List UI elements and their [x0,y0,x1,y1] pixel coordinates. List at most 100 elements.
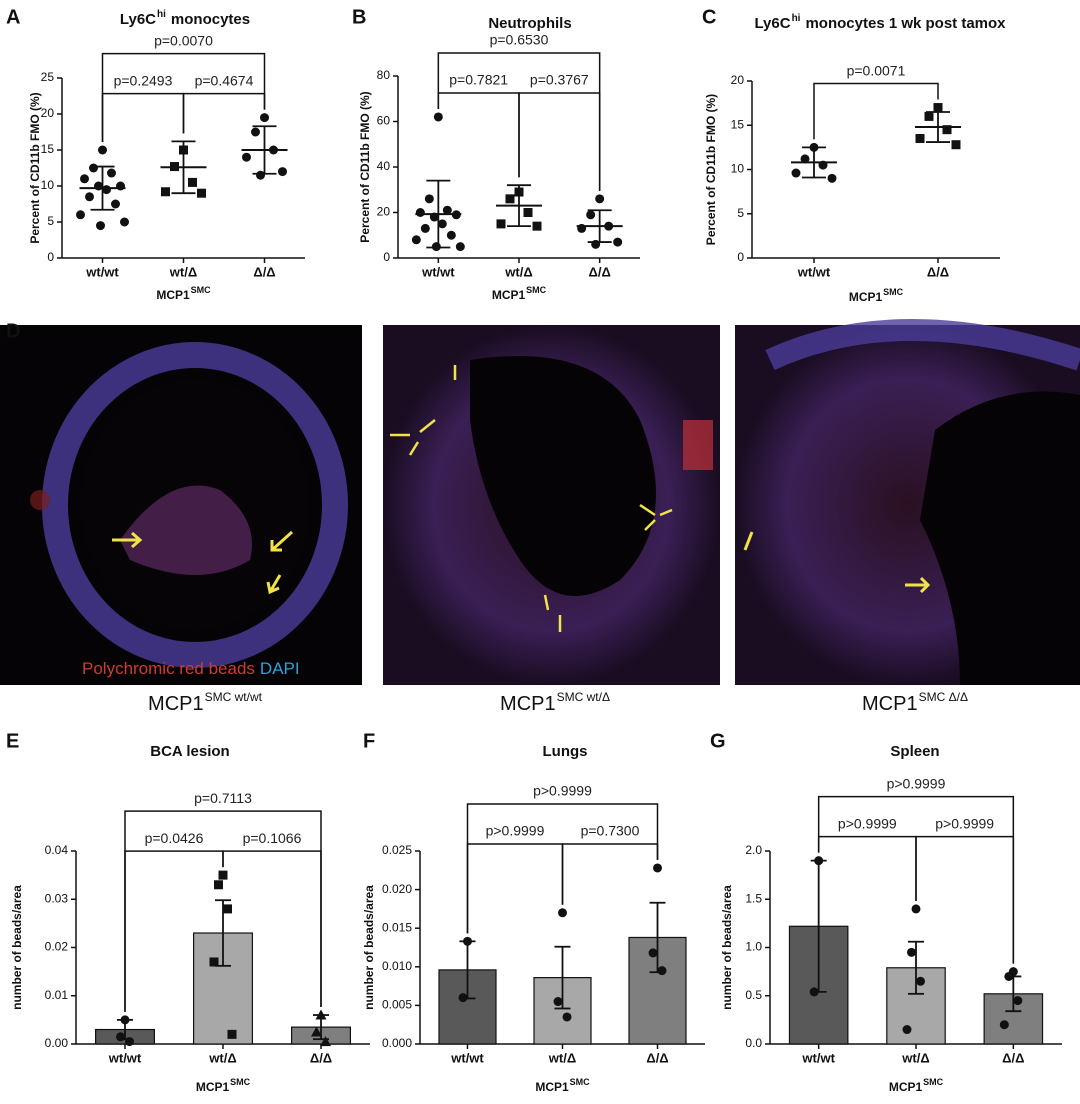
y-tick-label: 10 [731,162,745,176]
x-axis-label: MCP1SMC [196,1077,251,1094]
image-legend: Polychromic red beads DAPI [82,659,300,678]
y-tick-label: 15 [41,142,55,156]
p-value: p>0.9999 [838,815,897,831]
y-tick-label: 0 [737,250,744,264]
micrograph [383,325,720,685]
p-value: p>0.9999 [887,775,946,791]
chart-title: Neutrophils [488,15,571,32]
p-value: p=0.7300 [581,823,640,839]
x-tick-label: wt/wt [450,1050,484,1065]
panel-letter: A [6,6,20,28]
point [431,242,441,252]
error-bar [554,945,571,1010]
x-tick-label: Δ/Δ [589,264,611,279]
micrograph [0,325,362,685]
chart: A Percent of CD11b FMO (%) 0 5 10 15 20 25 wt/wt… [6,6,305,279]
point [791,168,801,178]
text-part: SMC [191,285,212,295]
y-axis-label: Percent of CD11b FMO (%) [358,91,372,242]
x-axis-label: MCP1SMC [156,285,211,302]
x-tick-label: wt/wt [797,264,831,279]
point [89,163,98,173]
significance-bracket [915,835,1015,964]
x-tick-label: wt/Δ [208,1050,236,1065]
y-axis-label: number of beads/area [362,885,376,1010]
x-axis-label: MCP1SMC [889,1077,944,1094]
p-value: p=0.7113 [194,790,252,806]
y-tick-label: 25 [41,70,55,84]
point [102,185,111,195]
point [586,210,596,220]
point [613,237,623,247]
text-part: MCP1 [535,1080,569,1094]
point [458,993,468,1003]
point [523,208,533,217]
text-part: SMC [883,287,904,297]
y-tick-label: 1.5 [745,891,762,905]
y-tick-label: 0.015 [382,920,412,934]
chart: B Percent of CD11b FMO (%) 0 20 40 60 80 wt/wt w… [352,6,640,279]
y-tick-label: 0.04 [45,843,69,857]
x-tick-label: wt/wt [85,264,119,279]
point [437,219,447,229]
point [256,170,265,180]
point [1004,971,1014,981]
point [924,111,934,121]
point [107,168,116,178]
point [170,162,179,172]
point [111,199,120,209]
text-part: MCP1 [889,1080,923,1094]
text-part: MCP1 [849,290,883,304]
point [315,1009,327,1020]
chart-title: BCA lesion [150,743,229,760]
text-part: hi [792,13,801,24]
y-tick-label: 0.00 [45,1036,69,1050]
point [446,230,456,240]
significance-bracket [101,92,185,142]
point [595,194,605,204]
point [429,212,439,222]
text-part: MCP1 [156,288,190,302]
y-tick-label: 0.000 [382,1036,412,1050]
x-tick-label: wt/Δ [901,1050,929,1065]
y-tick-label: 0.0 [745,1036,762,1050]
point [1013,996,1023,1006]
x-tick-label: Δ/Δ [646,1050,668,1065]
point [814,856,824,866]
text-part: SMC [570,1077,591,1087]
p-value: p=0.0426 [145,830,204,846]
image-caption: MCP1SMC Δ/Δ [862,690,968,715]
significance-bracket [518,92,601,191]
y-tick-label: 5 [47,214,54,228]
significance-bracket [813,82,939,140]
point [800,154,810,164]
chart-title: Ly6Chi monocytes [120,9,250,28]
legend-dapi: DAPI [260,659,300,678]
text-part: SMC [526,285,547,295]
error-bar [587,209,612,243]
image-caption: MCP1SMC wt/Δ [500,690,610,715]
point [161,187,170,197]
point [424,194,434,204]
chart-title: Lungs [543,743,588,760]
point [116,181,125,191]
significance-bracket [466,843,564,934]
point [269,145,278,155]
point [451,210,461,220]
p-value: p=0.1066 [243,830,302,846]
point [125,1037,134,1047]
x-tick-label: Δ/Δ [310,1050,332,1065]
y-tick-label: 10 [41,178,55,192]
point [197,188,206,198]
x-tick-label: Δ/Δ [927,264,949,279]
point [902,1025,912,1035]
panel-letter: D [6,320,20,342]
p-value: p>0.9999 [533,783,592,799]
y-tick-label: 20 [377,205,391,219]
point [120,1015,130,1025]
y-tick-label: 0.025 [382,843,412,857]
text-part: MCP1 [148,693,204,715]
point [98,145,107,155]
